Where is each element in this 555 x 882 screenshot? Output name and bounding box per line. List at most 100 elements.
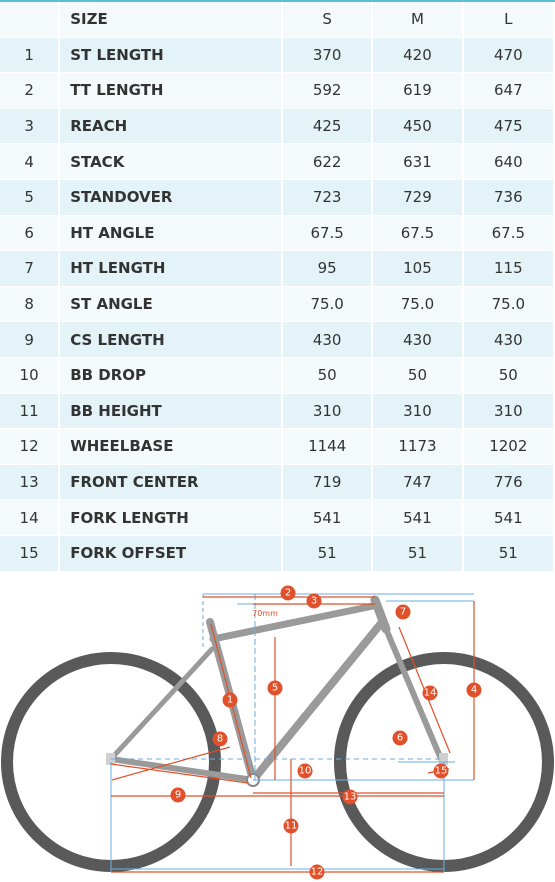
marker-3 bbox=[306, 593, 322, 609]
row-label: CS LENGTH bbox=[60, 322, 283, 358]
geometry-table-body: SIZE S M L 1 ST LENGTH 370 420 470 2 TT LENGTH… bbox=[0, 2, 555, 572]
table-row: 12 WHEELBASE 1144 1173 1202 bbox=[0, 429, 555, 465]
geometry-table: SIZE S M L 1 ST LENGTH 370 420 470 2 TT LENGTH… bbox=[0, 0, 555, 572]
value-size-s: 310 bbox=[283, 393, 374, 430]
row-number: 6 bbox=[0, 215, 61, 252]
row-label: HT ANGLE bbox=[60, 215, 283, 252]
table-row: 10 BB DROP 50 50 50 bbox=[0, 357, 555, 394]
marker-14-label: 14 bbox=[424, 688, 437, 699]
value-size-s: 67.5 bbox=[283, 215, 374, 252]
header-size-m: M bbox=[373, 2, 464, 38]
row-number: 2 bbox=[0, 73, 61, 109]
value-size-l: 310 bbox=[463, 393, 555, 430]
table-row: 1 ST LENGTH 370 420 470 bbox=[0, 37, 555, 74]
marker-6-label: 6 bbox=[397, 733, 403, 744]
marker-9-label: 9 bbox=[175, 790, 181, 801]
value-size-l: 736 bbox=[463, 179, 555, 216]
rear-dropout bbox=[106, 753, 115, 765]
value-size-s: 1144 bbox=[283, 429, 374, 465]
value-size-s: 75.0 bbox=[283, 286, 374, 323]
value-size-l: 470 bbox=[463, 37, 555, 74]
row-number: 7 bbox=[0, 251, 61, 287]
value-size-m: 75.0 bbox=[373, 286, 464, 323]
value-size-l: 51 bbox=[463, 535, 555, 572]
header-size-label: SIZE bbox=[60, 2, 283, 38]
row-number: 5 bbox=[0, 179, 61, 216]
marker-12 bbox=[309, 864, 325, 880]
marker-1 bbox=[222, 692, 238, 708]
value-size-s: 719 bbox=[283, 464, 374, 501]
marker-6 bbox=[392, 730, 408, 746]
row-label: ST LENGTH bbox=[60, 37, 283, 74]
value-size-m: 631 bbox=[373, 144, 464, 180]
table-row: 3 REACH 425 450 475 bbox=[0, 108, 555, 145]
value-size-m: 430 bbox=[373, 322, 464, 358]
marker-12-label: 12 bbox=[311, 867, 324, 878]
table-row: 7 HT LENGTH 95 105 115 bbox=[0, 251, 555, 287]
table-header-row: SIZE S M L bbox=[0, 2, 555, 38]
front-dropout bbox=[439, 753, 448, 765]
value-size-l: 776 bbox=[463, 464, 555, 501]
marker-2 bbox=[280, 585, 296, 601]
row-number: 13 bbox=[0, 464, 61, 501]
marker-7 bbox=[395, 604, 411, 620]
table-row: 2 TT LENGTH 592 619 647 bbox=[0, 73, 555, 109]
row-number: 8 bbox=[0, 286, 61, 323]
value-size-s: 723 bbox=[283, 179, 374, 216]
row-label: HT LENGTH bbox=[60, 251, 283, 287]
row-number: 15 bbox=[0, 535, 61, 572]
row-number: 11 bbox=[0, 393, 61, 430]
marker-5-label: 5 bbox=[272, 683, 278, 694]
standover-note: 70mm bbox=[252, 609, 278, 618]
value-size-l: 647 bbox=[463, 73, 555, 109]
value-size-m: 541 bbox=[373, 500, 464, 536]
table-row: 15 FORK OFFSET 51 51 51 bbox=[0, 535, 555, 572]
value-size-l: 115 bbox=[463, 251, 555, 287]
value-size-m: 51 bbox=[373, 535, 464, 572]
row-label: STANDOVER bbox=[60, 179, 283, 216]
header-size-l: L bbox=[463, 2, 555, 38]
value-size-s: 430 bbox=[283, 322, 374, 358]
row-label: STACK bbox=[60, 144, 283, 180]
value-size-s: 425 bbox=[283, 108, 374, 145]
row-label: FRONT CENTER bbox=[60, 464, 283, 501]
row-number: 10 bbox=[0, 357, 61, 394]
marker-15-label: 15 bbox=[435, 766, 448, 777]
marker-15 bbox=[433, 763, 449, 779]
row-number: 4 bbox=[0, 144, 61, 180]
value-size-s: 370 bbox=[283, 37, 374, 74]
marker-14 bbox=[422, 685, 438, 701]
markers: 1 2 3 4 5 6 7 8 9 10 11 12 13 14 15 bbox=[170, 585, 482, 880]
marker-7-label: 7 bbox=[400, 607, 406, 618]
marker-9 bbox=[170, 787, 186, 803]
marker-5 bbox=[267, 680, 283, 696]
row-number: 12 bbox=[0, 429, 61, 465]
row-label: WHEELBASE bbox=[60, 429, 283, 465]
value-size-m: 50 bbox=[373, 357, 464, 394]
row-number: 1 bbox=[0, 37, 61, 74]
header-size-s: S bbox=[283, 2, 374, 38]
value-size-m: 619 bbox=[373, 73, 464, 109]
value-size-s: 95 bbox=[283, 251, 374, 287]
value-size-m: 450 bbox=[373, 108, 464, 145]
marker-13 bbox=[342, 789, 358, 805]
value-size-s: 622 bbox=[283, 144, 374, 180]
table-row: 5 STANDOVER 723 729 736 bbox=[0, 179, 555, 216]
marker-4-label: 4 bbox=[471, 685, 477, 696]
value-size-l: 75.0 bbox=[463, 286, 555, 323]
marker-1-label: 1 bbox=[227, 695, 233, 706]
value-size-m: 420 bbox=[373, 37, 464, 74]
table-row: 11 BB HEIGHT 310 310 310 bbox=[0, 393, 555, 430]
row-number: 3 bbox=[0, 108, 61, 145]
value-size-m: 67.5 bbox=[373, 215, 464, 252]
value-size-s: 51 bbox=[283, 535, 374, 572]
value-size-l: 541 bbox=[463, 500, 555, 536]
marker-3-label: 3 bbox=[311, 596, 317, 607]
table-row: 4 STACK 622 631 640 bbox=[0, 144, 555, 180]
value-size-m: 105 bbox=[373, 251, 464, 287]
value-size-l: 475 bbox=[463, 108, 555, 145]
value-size-s: 541 bbox=[283, 500, 374, 536]
row-label: TT LENGTH bbox=[60, 73, 283, 109]
row-label: BB DROP bbox=[60, 357, 283, 394]
value-size-l: 430 bbox=[463, 322, 555, 358]
